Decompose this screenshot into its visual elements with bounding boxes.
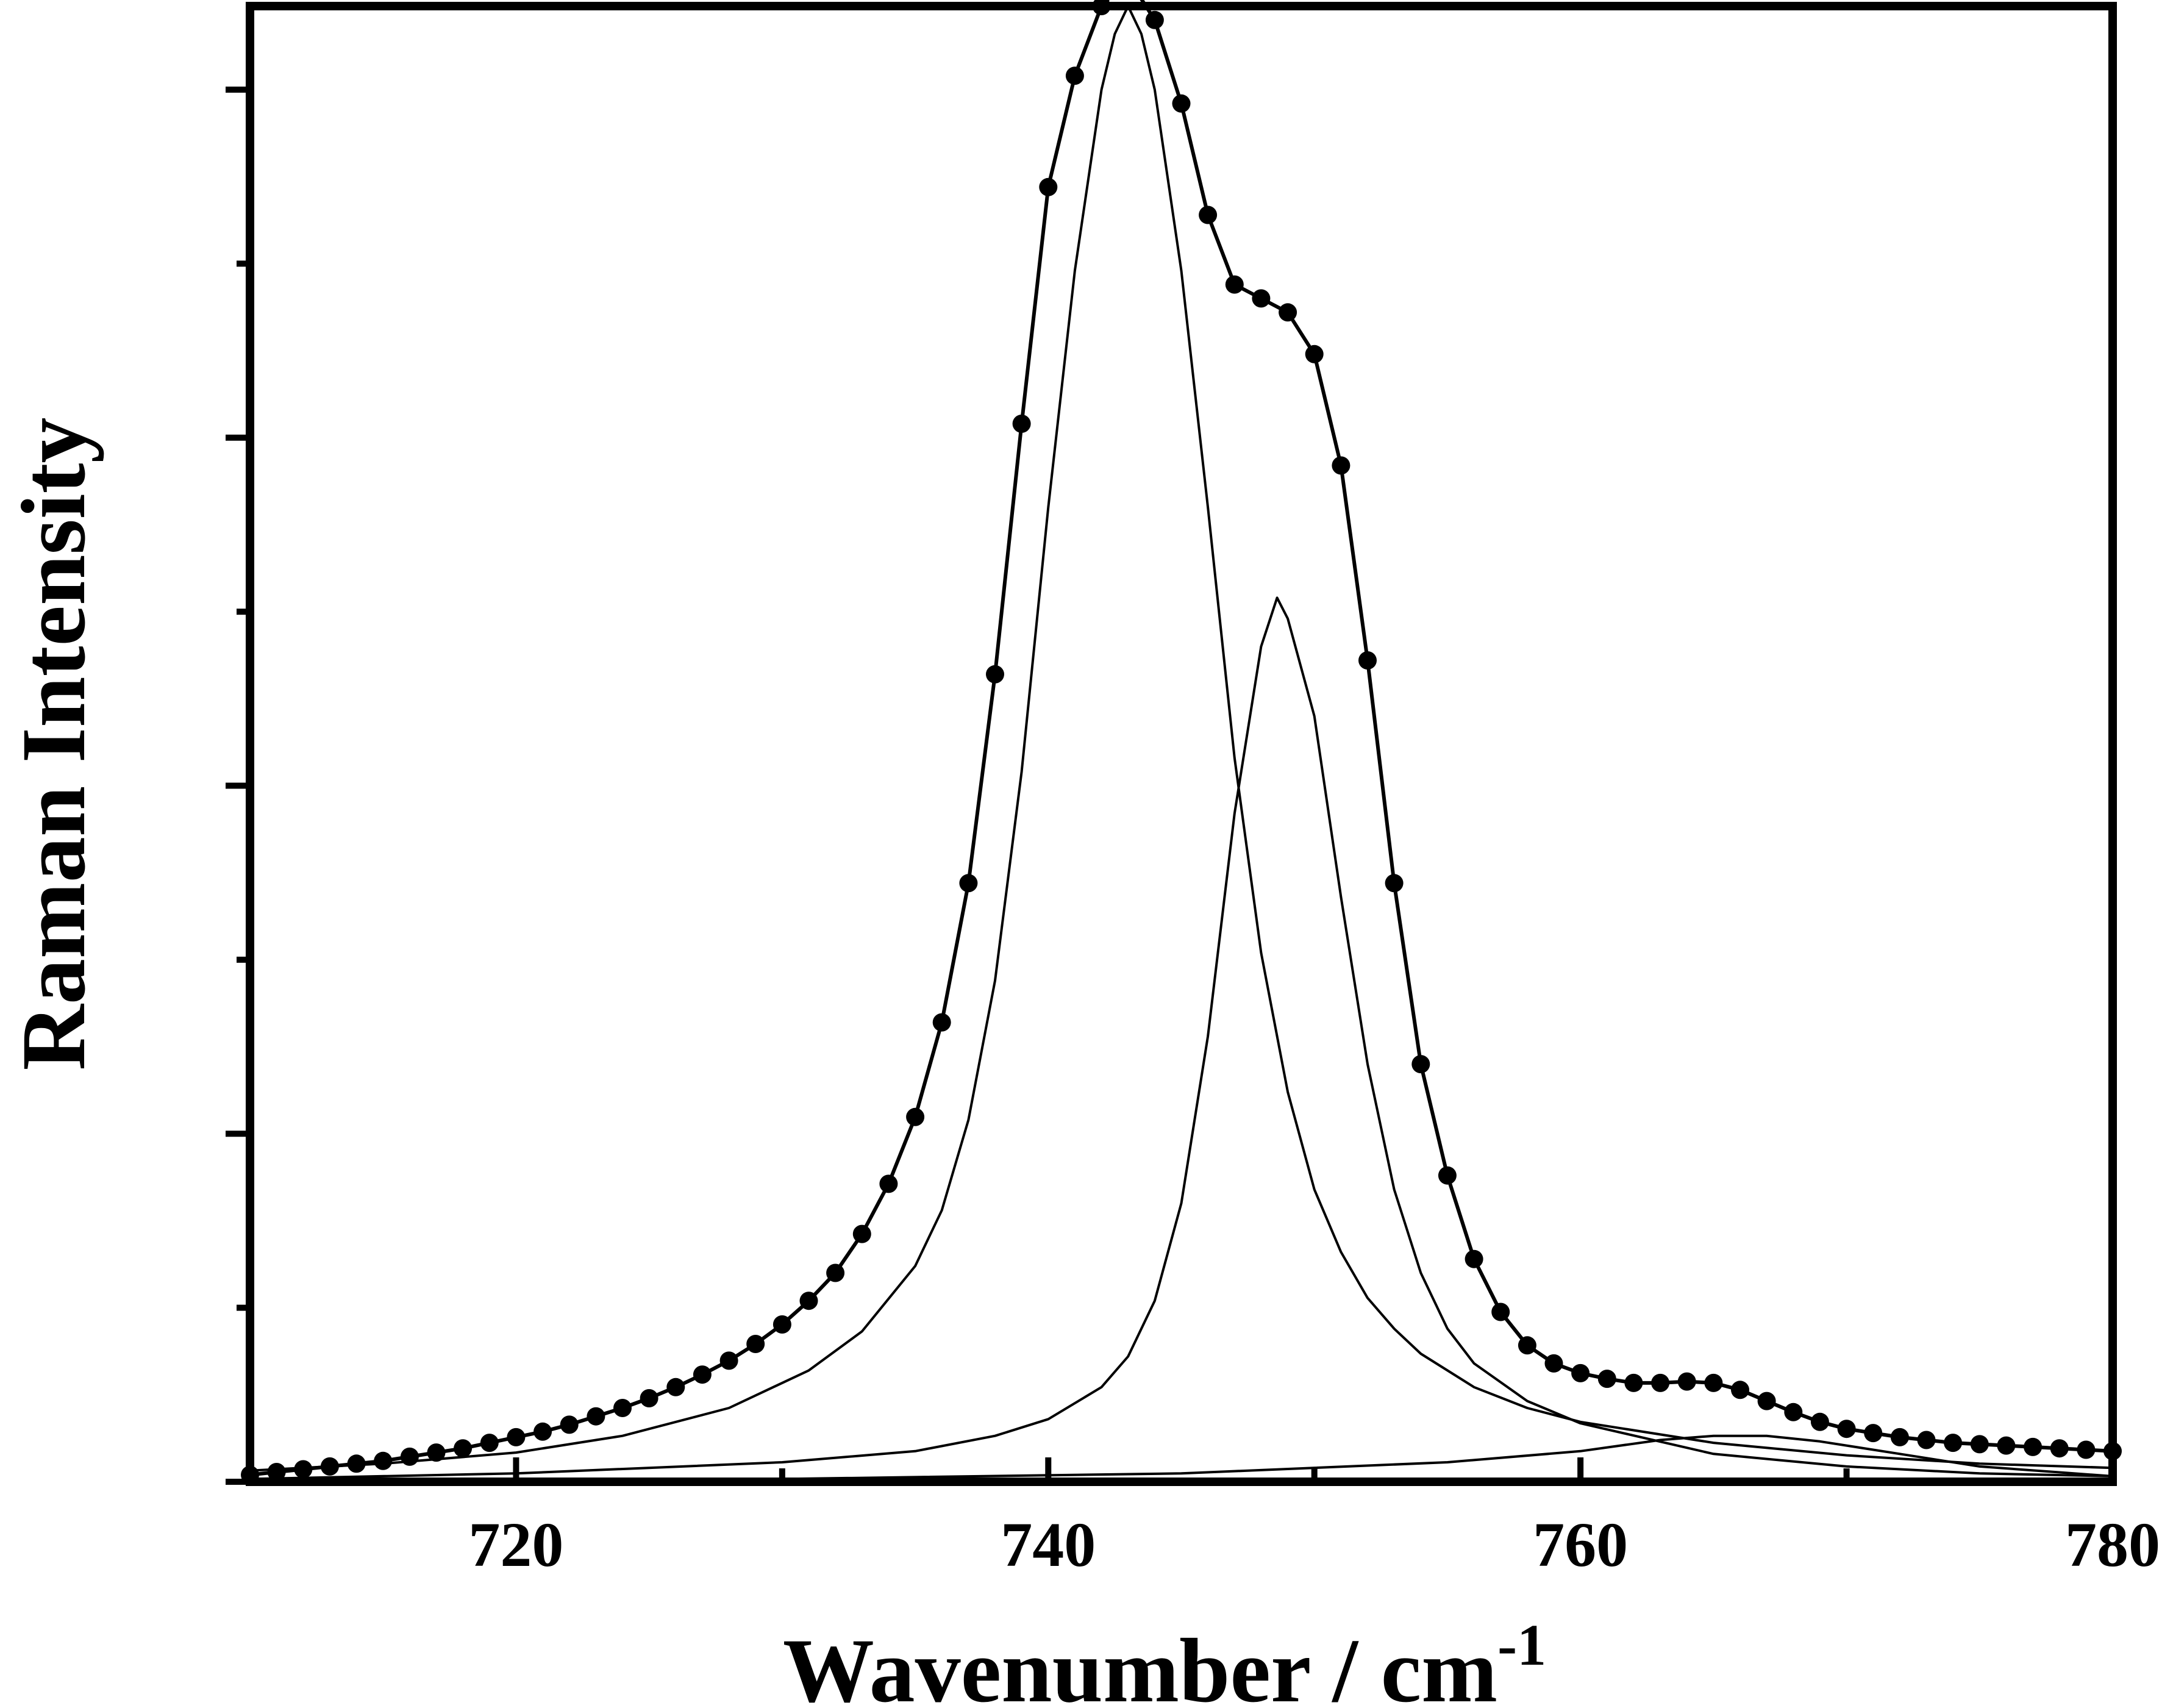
data-point xyxy=(1252,289,1271,308)
data-point xyxy=(879,1174,898,1193)
data-point xyxy=(267,1463,286,1481)
data-point xyxy=(1970,1435,1989,1454)
data-point xyxy=(1279,303,1297,322)
data-point xyxy=(1305,345,1324,363)
x-tick-label: 720 xyxy=(468,1510,563,1580)
data-point xyxy=(480,1434,499,1453)
data-point xyxy=(1465,1249,1483,1268)
data-point xyxy=(719,1351,738,1370)
data-point xyxy=(241,1465,259,1484)
data-point xyxy=(640,1389,658,1407)
data-point xyxy=(746,1335,765,1353)
data-point xyxy=(1491,1302,1510,1321)
data-point xyxy=(1544,1354,1563,1373)
data-point xyxy=(1624,1373,1643,1392)
data-point xyxy=(1012,414,1031,433)
data-point xyxy=(1837,1420,1856,1438)
data-point xyxy=(1890,1428,1909,1446)
data-point xyxy=(826,1263,845,1282)
data-point xyxy=(427,1443,446,1462)
data-point xyxy=(1997,1436,2016,1455)
data-point xyxy=(320,1457,339,1476)
data-point xyxy=(347,1454,366,1473)
data-point xyxy=(587,1407,605,1426)
x-tick-label: 780 xyxy=(2065,1510,2160,1580)
data-point xyxy=(932,1013,951,1032)
data-point xyxy=(1411,1055,1430,1074)
data-point xyxy=(1092,0,1111,15)
x-axis-ticks: 720 740 760 780 xyxy=(247,1457,2160,1580)
data-point xyxy=(1864,1424,1883,1443)
data-point xyxy=(1597,1370,1616,1388)
data-point xyxy=(1065,66,1084,85)
data-point xyxy=(294,1460,313,1479)
data-point xyxy=(1039,177,1058,196)
data-point xyxy=(799,1292,818,1310)
data-point xyxy=(959,874,978,893)
data-point xyxy=(1757,1392,1776,1410)
data-point xyxy=(1944,1434,1963,1453)
data-point xyxy=(400,1447,419,1466)
data-point xyxy=(852,1224,871,1243)
data-point xyxy=(613,1399,632,1417)
data-point xyxy=(773,1315,791,1334)
data-point xyxy=(2077,1440,2096,1459)
series-lines xyxy=(249,0,2113,1483)
data-point xyxy=(1385,874,1404,893)
x-tick-label: 760 xyxy=(1533,1510,1628,1580)
data-point xyxy=(1704,1373,1723,1392)
data-point xyxy=(374,1451,393,1470)
data-point xyxy=(1810,1412,1829,1431)
y-axis-title: Raman Intensity xyxy=(3,418,104,1071)
measured-spectrum-line xyxy=(249,0,2113,1477)
data-point xyxy=(1677,1372,1696,1391)
data-point xyxy=(533,1422,552,1441)
data-point xyxy=(1438,1166,1457,1185)
x-axis-title-main: Wavenumber / cm xyxy=(783,1620,1497,1705)
data-markers xyxy=(241,0,2122,1484)
data-point xyxy=(2024,1437,2043,1456)
x-tick-label: 740 xyxy=(1001,1510,1096,1580)
data-point xyxy=(906,1107,925,1126)
data-point xyxy=(1332,456,1351,475)
data-point xyxy=(1571,1363,1590,1382)
x-axis-title: Wavenumber / cm-1 xyxy=(783,1612,1546,1705)
plot-frame xyxy=(246,2,2117,1486)
data-point xyxy=(1225,275,1244,294)
y-axis-ticks xyxy=(226,86,250,1485)
data-point xyxy=(1518,1336,1536,1355)
data-point xyxy=(1784,1402,1803,1421)
data-point xyxy=(507,1428,526,1446)
data-point xyxy=(560,1415,579,1434)
data-point xyxy=(454,1439,473,1458)
fitted-band-line xyxy=(249,5,2113,1472)
x-axis-title-superscript: -1 xyxy=(1497,1612,1546,1678)
data-point xyxy=(1145,10,1164,29)
fitted-band-line xyxy=(249,596,2113,1481)
data-point xyxy=(1199,205,1218,224)
data-point xyxy=(2103,1442,2122,1460)
data-point xyxy=(1651,1373,1670,1392)
data-point xyxy=(1172,94,1191,113)
data-point xyxy=(693,1365,712,1384)
fitted-band-line xyxy=(249,1434,2113,1483)
data-point xyxy=(2050,1439,2069,1458)
data-point xyxy=(1358,651,1377,670)
data-point xyxy=(1731,1381,1749,1399)
data-point xyxy=(986,665,1004,684)
data-point xyxy=(666,1377,685,1396)
data-point xyxy=(1917,1431,1936,1449)
